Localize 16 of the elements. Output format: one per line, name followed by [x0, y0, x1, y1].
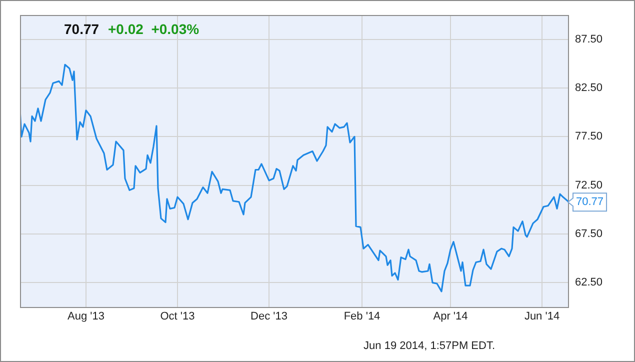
- x-tick-label: Jun '14: [524, 310, 560, 323]
- x-tick-label: Oct '13: [160, 310, 195, 323]
- y-tick-label: 77.50: [575, 130, 603, 143]
- y-tick-label: 87.50: [575, 33, 603, 46]
- y-tick-label: 67.50: [575, 228, 603, 240]
- x-tick-label: Dec '13: [250, 310, 288, 323]
- annotation: 70.77: [576, 196, 604, 208]
- y-tick-label: 62.50: [575, 276, 603, 289]
- chart-subtitle: +0.02 +0.03%: [108, 21, 200, 37]
- x-tick-label: Feb '14: [344, 310, 380, 323]
- x-tick-label: Aug '13: [68, 310, 104, 323]
- text: Jun 19 2014, 1:57PM EDT.: [364, 340, 495, 352]
- chart-title: 70.77: [64, 21, 100, 37]
- y-tick-label: 72.50: [575, 179, 603, 192]
- y-tick-label: 82.50: [575, 82, 603, 94]
- x-tick-label: Apr '14: [433, 310, 468, 323]
